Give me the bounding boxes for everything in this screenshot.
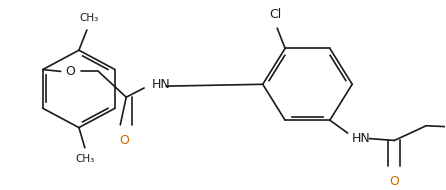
- Text: CH₃: CH₃: [75, 154, 95, 164]
- Text: CH₃: CH₃: [79, 13, 99, 24]
- Text: O: O: [389, 175, 399, 188]
- Text: Cl: Cl: [269, 8, 281, 21]
- Text: HN: HN: [152, 78, 171, 91]
- Text: O: O: [66, 65, 75, 78]
- Text: HN: HN: [352, 132, 371, 145]
- Text: O: O: [120, 134, 129, 147]
